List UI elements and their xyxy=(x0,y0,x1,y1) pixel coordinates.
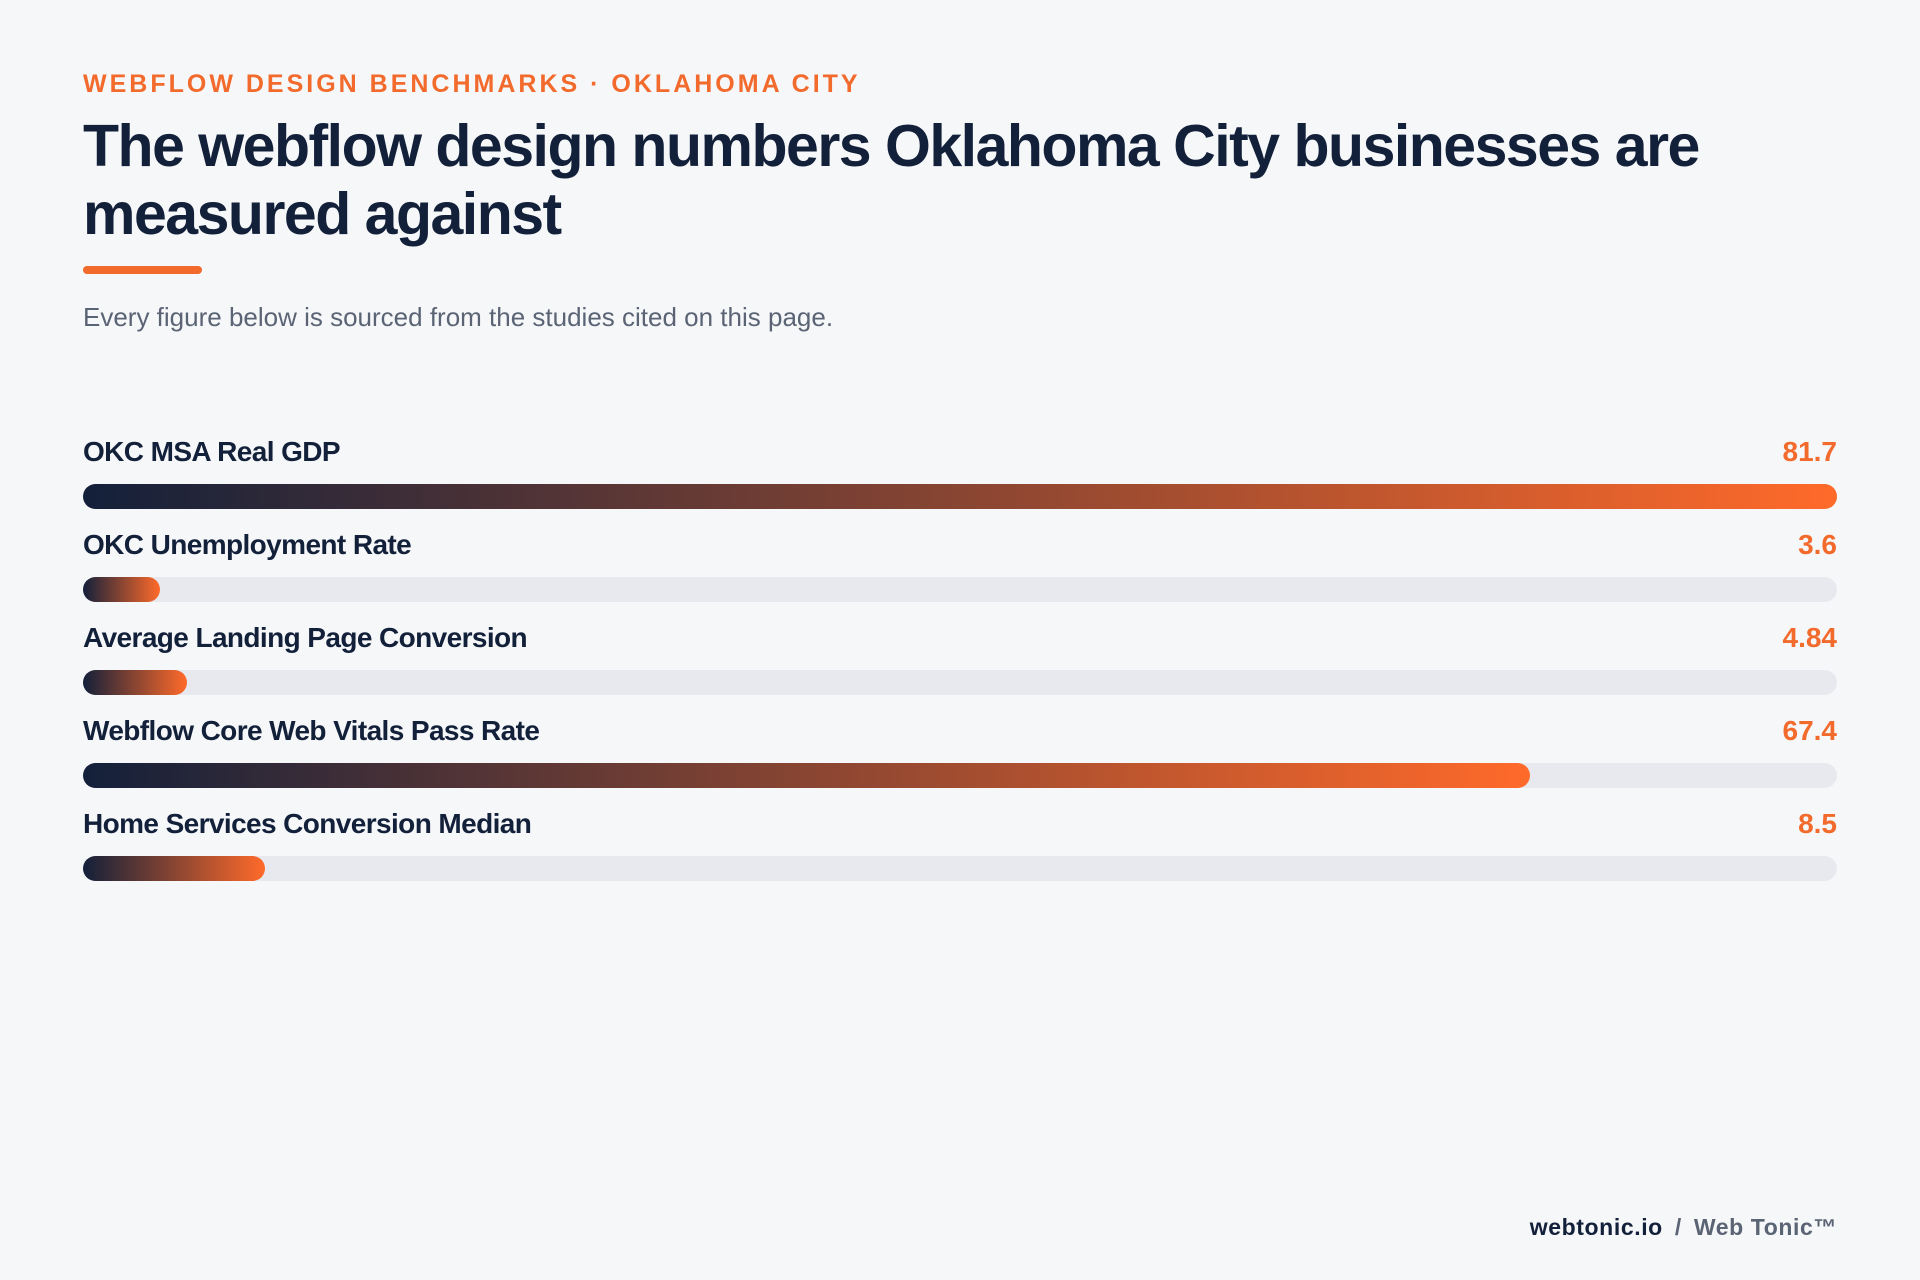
title-accent-rule xyxy=(83,266,202,274)
bar-fill xyxy=(83,856,265,881)
bar-label: OKC Unemployment Rate xyxy=(83,529,412,560)
bar-label: Home Services Conversion Median xyxy=(83,808,532,839)
bar-track xyxy=(83,484,1837,509)
footer-site: webtonic.io xyxy=(1529,1214,1663,1240)
bar-value-label: 81.7 xyxy=(1782,436,1838,467)
bar-row: OKC MSA Real GDP 81.7 xyxy=(83,436,1837,529)
bar-row: Webflow Core Web Vitals Pass Rate 67.4 xyxy=(83,715,1837,808)
bar-track xyxy=(83,577,1837,602)
bar-label: Webflow Core Web Vitals Pass Rate xyxy=(83,715,540,746)
benchmark-bar-chart: OKC MSA Real GDP 81.7 OKC Unemployment Rat… xyxy=(83,436,1837,901)
bar-value-label: 8.5 xyxy=(1798,808,1837,839)
bar-track xyxy=(83,670,1837,695)
eyebrow-label: WEBFLOW DESIGN BENCHMARKS · OKLAHOMA CIT… xyxy=(83,70,861,98)
footer-brand: Web Tonic™ xyxy=(1693,1214,1837,1240)
page-subtitle: Every figure below is sourced from the s… xyxy=(83,302,834,332)
bar-value-label: 3.6 xyxy=(1798,529,1837,560)
bar-track xyxy=(83,763,1837,788)
bar-fill xyxy=(83,763,1530,788)
bar-row: OKC Unemployment Rate 3.6 xyxy=(83,529,1837,622)
bar-track xyxy=(83,856,1837,881)
benchmarks-page: WEBFLOW DESIGN BENCHMARKS · OKLAHOMA CIT… xyxy=(83,0,1837,1280)
bar-value-label: 4.84 xyxy=(1782,622,1838,653)
page-title: The webflow design numbers Oklahoma City… xyxy=(83,113,1700,247)
bar-row: Home Services Conversion Median 8.5 xyxy=(83,808,1837,901)
bar-label: Average Landing Page Conversion xyxy=(83,622,528,653)
footer-credit: webtonic.io / Web Tonic™ xyxy=(1530,1214,1837,1241)
bar-fill xyxy=(83,670,187,695)
bar-value-label: 67.4 xyxy=(1782,715,1838,746)
bar-row: Average Landing Page Conversion 4.84 xyxy=(83,622,1837,715)
footer-separator: / xyxy=(1674,1214,1682,1240)
bar-fill xyxy=(83,577,160,602)
bar-fill xyxy=(83,484,1837,509)
bar-label: OKC MSA Real GDP xyxy=(83,436,341,467)
